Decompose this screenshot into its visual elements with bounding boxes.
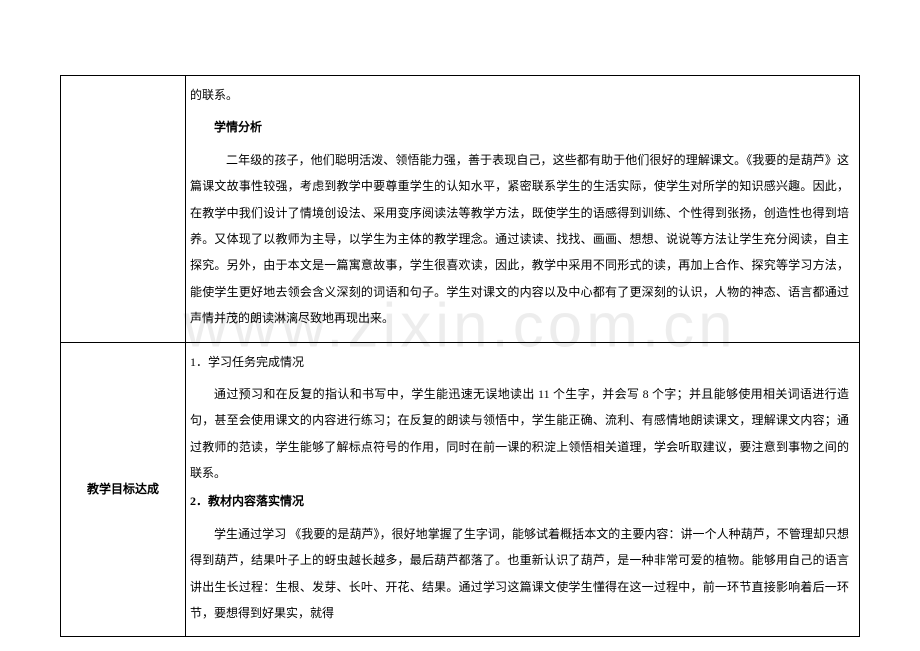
body-paragraph: 通过预习和在反复的指认和书写中，学生能迅速无误地读出 11 个生字，并会写 8 … (190, 381, 849, 487)
list-item-heading: 1．学习任务完成情况 (190, 349, 849, 375)
table-row: 教学目标达成 1．学习任务完成情况 通过预习和在反复的指认和书写中，学生能迅速无… (61, 342, 860, 637)
row2-label-cell: 教学目标达成 (61, 342, 186, 637)
body-paragraph: 学生通过学习 《我要的是葫芦》，很好地掌握了生字词，能够试着概括本文的主要内容：… (190, 521, 849, 627)
section-heading: 学情分析 (190, 114, 849, 140)
row1-content-cell: 的联系。 学情分析 二年级的孩子，他们聪明活泼、领悟能力强，善于表现自己，这些都… (186, 76, 860, 343)
row2-content-cell: 1．学习任务完成情况 通过预习和在反复的指认和书写中，学生能迅速无误地读出 11… (186, 342, 860, 637)
list-item-heading: 2．教材内容落实情况 (190, 488, 849, 514)
table-row: 的联系。 学情分析 二年级的孩子，他们聪明活泼、领悟能力强，善于表现自己，这些都… (61, 76, 860, 343)
body-paragraph: 二年级的孩子，他们聪明活泼、领悟能力强，善于表现自己，这些都有助于他们很好的理解… (190, 147, 849, 332)
row1-label-cell (61, 76, 186, 343)
document-page: 的联系。 学情分析 二年级的孩子，他们聪明活泼、领悟能力强，善于表现自己，这些都… (60, 75, 860, 637)
fragment-text: 的联系。 (190, 82, 849, 108)
content-table: 的联系。 学情分析 二年级的孩子，他们聪明活泼、领悟能力强，善于表现自己，这些都… (60, 75, 860, 637)
